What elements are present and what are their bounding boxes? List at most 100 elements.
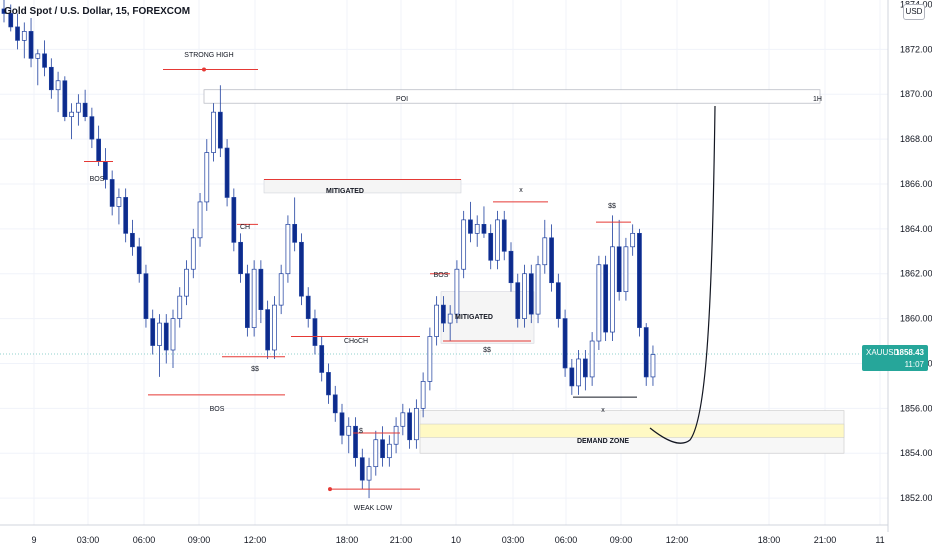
symbol-title[interactable]: Gold Spot / U.S. Dollar, 15, FOREXCOM (4, 6, 191, 17)
candle[interactable] (197, 192, 203, 247)
candle[interactable] (474, 215, 480, 247)
candle[interactable] (326, 363, 331, 404)
candle[interactable] (454, 260, 460, 324)
candle[interactable] (35, 49, 41, 86)
candle[interactable] (55, 71, 61, 113)
candle[interactable] (386, 435, 392, 467)
candle[interactable] (190, 228, 196, 279)
candle[interactable] (583, 350, 588, 391)
candle[interactable] (650, 345, 656, 386)
candle[interactable] (82, 89, 88, 122)
candle[interactable] (69, 103, 74, 140)
candle[interactable] (76, 94, 81, 126)
candle[interactable] (48, 58, 54, 99)
candle[interactable] (170, 309, 176, 368)
candle[interactable] (157, 314, 162, 377)
candle[interactable] (224, 139, 230, 207)
candle[interactable] (549, 224, 554, 292)
candle[interactable] (542, 219, 548, 274)
candle[interactable] (312, 309, 318, 355)
candle[interactable] (109, 170, 115, 216)
candle[interactable] (305, 287, 311, 328)
candle[interactable] (62, 76, 68, 122)
candle[interactable] (8, 4, 14, 32)
candle[interactable] (596, 255, 602, 350)
candle[interactable] (353, 417, 358, 467)
candle[interactable] (373, 430, 379, 476)
candles-layer[interactable] (1, 0, 656, 499)
candle[interactable] (616, 219, 622, 301)
candle[interactable] (28, 17, 34, 68)
candle[interactable] (265, 300, 270, 359)
candle[interactable] (495, 210, 500, 270)
candle[interactable] (461, 210, 467, 279)
candle[interactable] (359, 448, 365, 490)
candle[interactable] (130, 219, 135, 256)
candle[interactable] (441, 296, 446, 333)
candle[interactable] (136, 237, 142, 283)
candle[interactable] (522, 264, 527, 328)
candle[interactable] (610, 215, 615, 342)
candle[interactable] (1, 0, 7, 23)
candle[interactable] (630, 224, 636, 256)
currency-badge[interactable]: USD (903, 4, 925, 20)
candle[interactable] (184, 260, 189, 306)
candle[interactable] (515, 273, 521, 328)
candle[interactable] (528, 264, 534, 324)
candle[interactable] (278, 264, 284, 315)
candle[interactable] (251, 260, 257, 337)
candle[interactable] (468, 201, 473, 243)
candle[interactable] (339, 403, 345, 445)
candle[interactable] (292, 197, 298, 252)
candle[interactable] (589, 332, 595, 386)
candle[interactable] (603, 255, 608, 342)
candle[interactable] (420, 372, 426, 418)
candle[interactable] (238, 233, 243, 283)
candle[interactable] (508, 242, 514, 292)
candle[interactable] (346, 417, 352, 454)
candle[interactable] (150, 309, 156, 355)
candle[interactable] (211, 103, 216, 162)
candle[interactable] (42, 40, 47, 77)
candle[interactable] (332, 385, 338, 422)
candle[interactable] (501, 210, 507, 261)
candle[interactable] (576, 350, 581, 395)
candle[interactable] (258, 260, 264, 324)
candle[interactable] (285, 215, 291, 283)
candle[interactable] (488, 224, 494, 270)
candle[interactable] (15, 13, 20, 50)
candle[interactable] (204, 139, 210, 211)
candle-body-bear (28, 31, 34, 59)
candle[interactable] (623, 237, 629, 301)
candle[interactable] (177, 287, 183, 328)
candle[interactable] (569, 358, 575, 395)
candle[interactable] (116, 188, 122, 225)
candle[interactable] (21, 22, 27, 59)
candle[interactable] (217, 85, 223, 158)
candle[interactable] (272, 296, 277, 359)
candle[interactable] (562, 309, 568, 377)
candle[interactable] (643, 323, 649, 386)
candle[interactable] (366, 457, 372, 499)
candle[interactable] (245, 264, 250, 337)
candle[interactable] (319, 336, 325, 382)
candle[interactable] (143, 264, 149, 328)
candle[interactable] (555, 273, 561, 328)
candle[interactable] (393, 417, 399, 454)
candle[interactable] (163, 314, 169, 364)
candle[interactable] (434, 296, 439, 346)
candle[interactable] (481, 206, 487, 238)
candle[interactable] (427, 327, 433, 391)
candle[interactable] (637, 228, 642, 337)
x-axis[interactable]: 9 03:00 06:00 09:00 12:00 18:00 21:00 10 03:00 06… (31, 535, 884, 545)
candle[interactable] (535, 255, 541, 324)
candle[interactable] (89, 107, 95, 149)
candle[interactable] (400, 403, 406, 436)
candle[interactable] (447, 305, 453, 342)
candle[interactable] (123, 188, 129, 243)
candle[interactable] (407, 408, 412, 449)
candle[interactable] (414, 399, 419, 449)
candle[interactable] (231, 188, 237, 252)
candle[interactable] (299, 233, 304, 306)
